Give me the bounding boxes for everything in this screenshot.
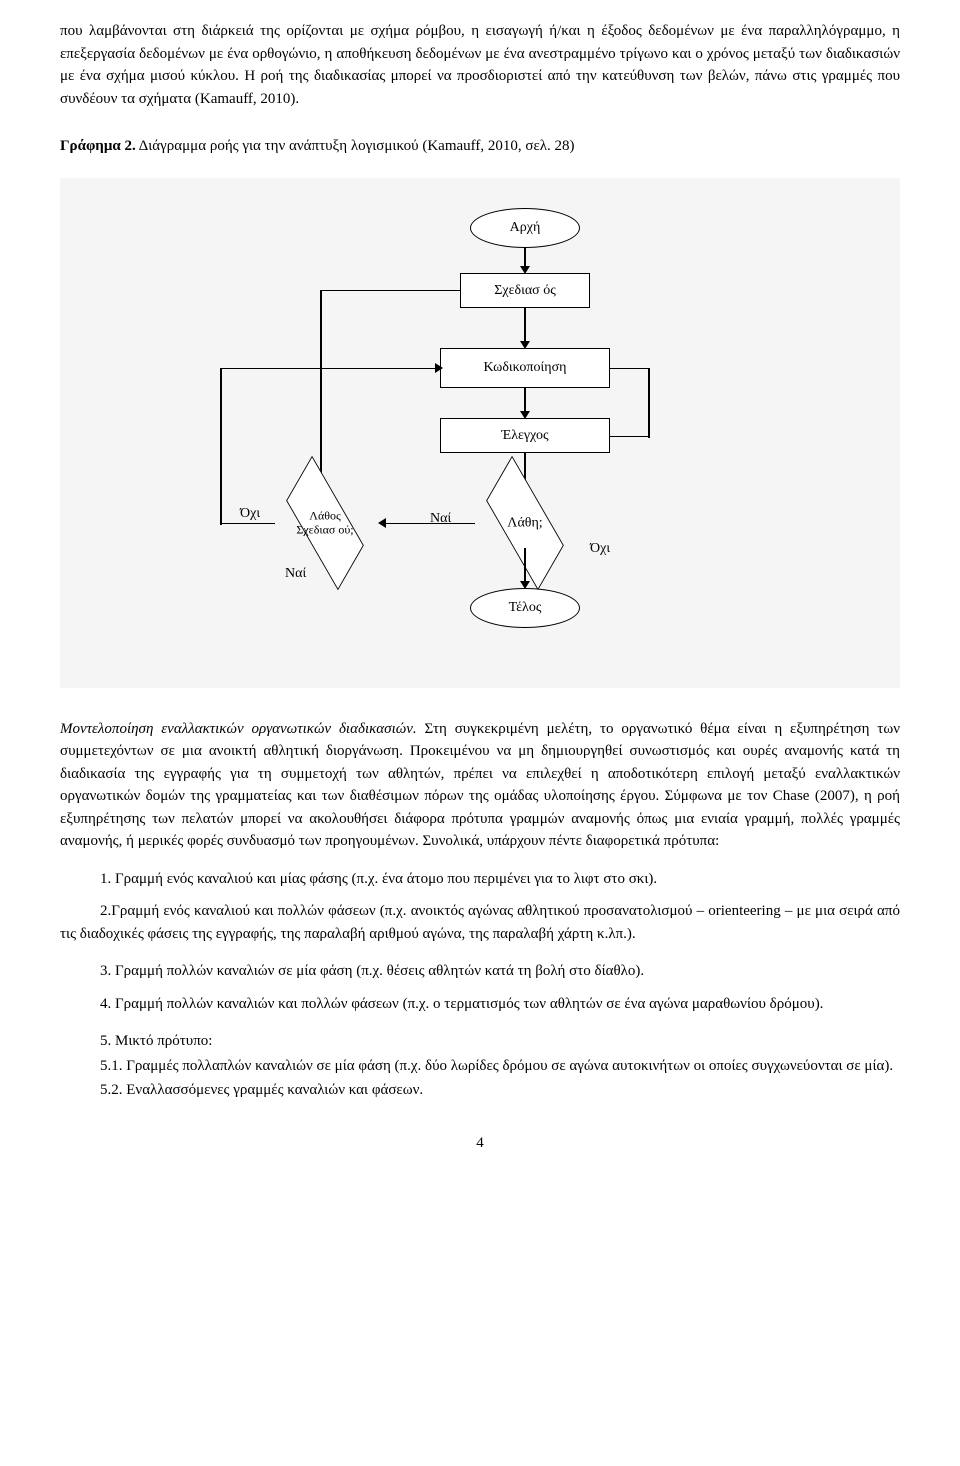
arrow xyxy=(385,523,475,525)
flowchart-coding: Κωδικοποίηση xyxy=(440,348,610,388)
arrow xyxy=(524,548,526,583)
list-item-4: 4. Γραμμή πολλών καναλιών και πολλών φάσ… xyxy=(60,993,900,1016)
flowchart-decision-errors: Λάθη; xyxy=(475,498,575,548)
figure-title: Διάγραμμα ροής για την ανάπτυξη λογισμικ… xyxy=(136,138,575,154)
list-item-1: 1. Γραμμή ενός καναλιού και μίας φάσης (… xyxy=(100,868,900,891)
list-item-2: 2.Γραμμή ενός καναλιού και πολλών φάσεων… xyxy=(60,900,900,945)
list-item-5-2: 5.2. Εναλλασσόμενες γραμμές καναλιών και… xyxy=(100,1079,900,1102)
feedback-line xyxy=(220,368,440,370)
flowchart-design: Σχεδιασ ός xyxy=(460,273,590,308)
modeling-text: Στη συγκεκριμένη μελέτη, το οργανωτικό θ… xyxy=(60,721,900,850)
label-yes: Ναί xyxy=(285,563,306,584)
arrow-head xyxy=(378,518,386,528)
feedback-line xyxy=(648,368,650,438)
list-item-3: 3. Γραμμή πολλών καναλιών σε μία φάση (π… xyxy=(100,960,900,983)
arrow xyxy=(524,308,526,343)
flowchart-start: Αρχή xyxy=(470,208,580,248)
label-no: Όχι xyxy=(240,503,260,524)
feedback-line xyxy=(610,436,650,438)
arrow xyxy=(524,388,526,413)
arrow xyxy=(524,248,526,268)
flowchart: Αρχή Σχεδιασ ός Κωδικοποίηση Έλεγχος xyxy=(90,208,870,648)
figure-label: Γράφημα 2. xyxy=(60,138,136,154)
list-item-5: 5. Μικτό πρότυπο: xyxy=(100,1030,900,1053)
figure-caption: Γράφημα 2. Διάγραμμα ροής για την ανάπτυ… xyxy=(60,135,900,158)
modeling-heading: Μοντελοποίηση εναλλακτικών οργανωτικών δ… xyxy=(60,721,417,737)
intro-paragraph: που λαμβάνονται στη διάρκειά της ορίζοντ… xyxy=(60,20,900,110)
flowchart-decision-design: Λάθος Σχεδιασ ού; xyxy=(275,498,375,548)
list-item-5-1: 5.1. Γραμμές πολλαπλών καναλιών σε μία φ… xyxy=(60,1055,900,1078)
flowchart-end: Τέλος xyxy=(470,588,580,628)
feedback-line xyxy=(220,368,222,525)
flowchart-testing: Έλεγχος xyxy=(440,418,610,453)
feedback-line xyxy=(610,368,650,370)
label-no: Όχι xyxy=(590,538,610,559)
flowchart-container: Αρχή Σχεδιασ ός Κωδικοποίηση Έλεγχος xyxy=(60,178,900,688)
arrow-head xyxy=(435,363,443,373)
feedback-line xyxy=(320,290,460,292)
page-number: 4 xyxy=(60,1132,900,1155)
label-yes: Ναί xyxy=(430,508,451,529)
feedback-line xyxy=(220,523,275,525)
modeling-paragraph: Μοντελοποίηση εναλλακτικών οργανωτικών δ… xyxy=(60,718,900,853)
